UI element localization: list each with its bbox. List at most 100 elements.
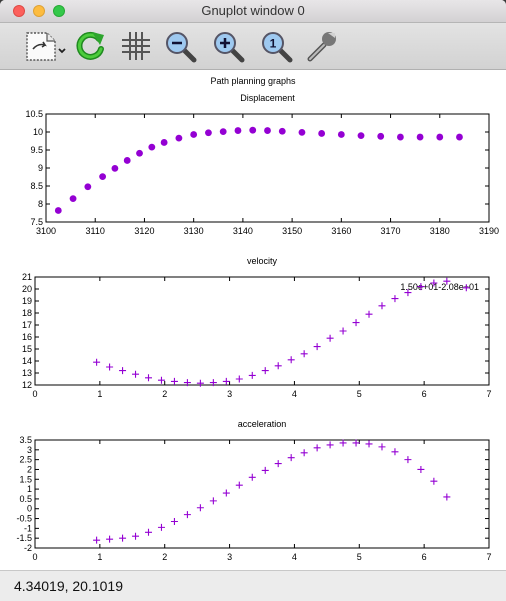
x-tick-label: 3 <box>227 389 232 399</box>
x-tick-label: 2 <box>162 552 167 562</box>
data-point <box>175 134 183 142</box>
data-point <box>274 362 282 370</box>
data-point <box>326 441 334 449</box>
x-tick-label: 4 <box>292 389 297 399</box>
data-point <box>93 358 101 366</box>
y-tick-label: 19 <box>22 296 32 306</box>
data-point <box>313 444 321 452</box>
settings-button[interactable] <box>302 28 342 64</box>
data-point <box>287 454 295 462</box>
data-point <box>377 132 385 140</box>
data-point <box>136 149 143 157</box>
data-point <box>417 283 425 291</box>
zoom-out-button[interactable] <box>162 28 198 64</box>
data-point <box>378 302 386 310</box>
data-point <box>132 532 140 540</box>
plot-canvas[interactable]: Path planning graphs Displacement 3100 311… <box>0 70 506 570</box>
chart-title: Displacement <box>240 93 295 103</box>
data-point <box>84 183 92 191</box>
data-point <box>235 375 243 383</box>
data-point <box>222 489 230 497</box>
main-title: Path planning graphs <box>210 76 296 86</box>
wrench-icon <box>307 32 336 62</box>
grid-button[interactable] <box>118 28 154 64</box>
x-tick-label: 3 <box>227 552 232 562</box>
y-tick-label: 7.5 <box>30 217 43 227</box>
data-point <box>145 528 152 536</box>
y-tick-label: -1.5 <box>16 533 32 543</box>
x-tick-label: 2 <box>162 389 167 399</box>
minimize-button[interactable] <box>33 5 45 17</box>
document-export-icon <box>26 32 66 61</box>
data-point <box>378 443 386 451</box>
y-tick-label: 1 <box>27 484 32 494</box>
data-point <box>443 277 451 285</box>
maximize-button[interactable] <box>53 5 65 17</box>
replot-button[interactable] <box>72 28 108 64</box>
chart-annotation: 1.50e+01-2.08e+01 <box>400 282 479 292</box>
data-point <box>99 173 107 181</box>
x-tick-label: 3160 <box>331 226 351 236</box>
data-point <box>119 534 127 542</box>
x-tick-label: 5 <box>357 389 362 399</box>
y-tick-label: 14 <box>22 356 32 366</box>
data-point <box>209 497 217 505</box>
y-tick-label: 9.5 <box>30 145 43 155</box>
zoom-out-icon <box>166 32 197 63</box>
plot-border <box>34 439 490 549</box>
x-tick-label: 3120 <box>134 226 154 236</box>
zoom-reset-icon: 1 <box>262 32 293 63</box>
y-tick-label: 1.5 <box>19 474 32 484</box>
data-point <box>248 473 256 481</box>
data-point <box>119 367 127 375</box>
x-tick-label: 3140 <box>233 226 253 236</box>
data-point <box>337 131 345 138</box>
data-point <box>93 536 101 544</box>
data-point <box>54 207 62 214</box>
close-button[interactable] <box>13 5 25 17</box>
data-point <box>249 126 257 134</box>
data-point <box>157 523 165 531</box>
data-point <box>456 133 463 141</box>
data-point <box>462 284 470 292</box>
y-tick-label: 17 <box>22 320 32 330</box>
data-point <box>430 477 438 485</box>
x-tick-label: 5 <box>357 552 362 562</box>
data-point <box>69 195 77 202</box>
y-tick-label: 8 <box>38 199 43 209</box>
data-point <box>391 448 399 456</box>
data-point <box>261 367 269 375</box>
data-point <box>443 493 451 501</box>
zoom-in-button[interactable] <box>210 28 246 64</box>
y-tick-label: 3 <box>27 445 32 455</box>
data-point <box>313 343 321 351</box>
data-point <box>222 377 230 385</box>
zoom-reset-button[interactable]: 1 <box>258 28 294 64</box>
data-point <box>261 466 269 474</box>
data-point <box>430 279 438 287</box>
y-tick-label: 9 <box>38 163 43 173</box>
data-point <box>190 131 198 138</box>
y-tick-label: 10 <box>33 127 43 137</box>
data-point <box>157 376 165 384</box>
data-point <box>318 130 326 137</box>
window-title: Gnuplot window 0 <box>201 3 305 18</box>
data-point <box>326 334 334 342</box>
coordinates-readout: 4.34019, 20.1019 <box>14 578 123 594</box>
y-tick-label: 0 <box>27 504 32 514</box>
data-point <box>160 139 168 146</box>
x-tick-label: 3190 <box>479 226 499 236</box>
y-tick-label: 16 <box>22 332 32 342</box>
export-button[interactable] <box>20 28 68 64</box>
chart-title: acceleration <box>238 419 287 429</box>
x-tick-label: 3110 <box>86 226 105 236</box>
y-tick-label: -2 <box>24 543 32 553</box>
data-point <box>404 456 412 464</box>
data-point <box>365 440 373 448</box>
data-point <box>287 356 295 364</box>
data-point <box>183 379 191 387</box>
data-point <box>357 132 365 139</box>
data-point <box>391 295 399 303</box>
